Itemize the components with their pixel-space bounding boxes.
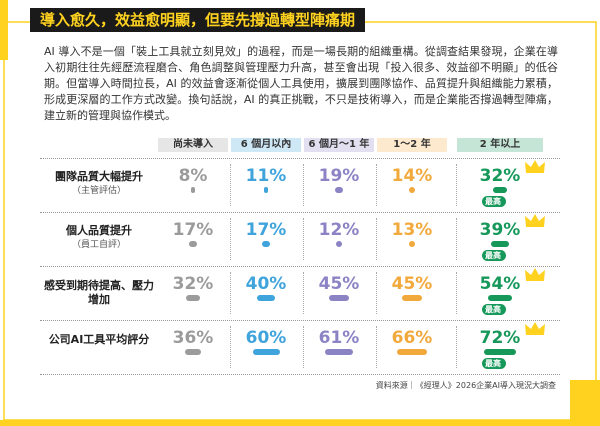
value-label: 36% (172, 328, 214, 348)
row-label-text: 感受到期待提高、壓力增加 (44, 279, 154, 306)
value-label: 40% (245, 274, 287, 294)
value-label: 17% (245, 220, 287, 240)
badge: 最高 (482, 358, 506, 369)
column-divider (376, 326, 377, 368)
column-header: 6 個月以內 (231, 138, 301, 152)
value-bar (185, 295, 201, 301)
value-bar (409, 241, 415, 247)
badge: 最高 (482, 304, 506, 315)
column-header: 1～2 年 (377, 138, 447, 152)
value-label: 45% (318, 274, 360, 294)
column-header: 尚未導入 (158, 138, 228, 152)
row-label-text: 團隊品質大幅提升 (55, 170, 143, 183)
row-separator (40, 212, 560, 213)
value-bar (491, 241, 509, 247)
value-label: 45% (391, 274, 433, 294)
column-divider (456, 218, 457, 260)
row-label: 公司AI工具平均評分 (40, 333, 158, 347)
column-divider (456, 326, 457, 368)
value-bar (487, 295, 513, 301)
column-divider (230, 326, 231, 368)
value-bar (401, 295, 423, 301)
value-bar (325, 349, 353, 355)
row-label-text: 公司AI工具平均評分 (48, 333, 150, 346)
value-label: 54% (479, 274, 521, 294)
row-separator (40, 320, 560, 321)
row-label: 團隊品質大幅提升 （主管評估） (40, 170, 158, 198)
source: 資料來源｜《經理人》2026企業AI導入現況大調查 (375, 381, 556, 390)
value-label: 32% (172, 274, 214, 294)
value-label: 19% (318, 166, 360, 186)
value-label: 60% (245, 328, 287, 348)
row-note: （主管評估） (71, 186, 126, 196)
value-bar (189, 241, 197, 247)
badge: 最高 (482, 250, 506, 261)
crown (525, 268, 545, 281)
value-label: 39% (479, 220, 521, 240)
row-label-text: 個人品質提升 (66, 224, 132, 237)
value-bar (328, 295, 350, 301)
value-bar (252, 349, 280, 355)
value-bar (184, 349, 202, 355)
column-divider (303, 326, 304, 368)
column-divider (376, 164, 377, 206)
badge: 最高 (482, 196, 506, 207)
title: 導入愈久，效益愈明顯，但要先撐過轉型陣痛期 (30, 8, 366, 32)
row-separator (40, 374, 560, 375)
column-divider (230, 272, 231, 314)
column-divider (456, 164, 457, 206)
value-bar (262, 241, 270, 247)
row-label: 個人品質提升 （員工自評） (40, 224, 158, 252)
row-separator (40, 158, 560, 159)
column-divider (456, 272, 457, 314)
crown (525, 160, 545, 173)
column-divider (230, 164, 231, 206)
column-divider (376, 218, 377, 260)
value-label: 61% (318, 328, 360, 348)
value-label: 17% (172, 220, 214, 240)
value-label: 11% (245, 166, 287, 186)
value-bar (492, 187, 508, 193)
intro: AI 導入不是一個「裝上工具就立刻見效」的過程，而是一場長期的組織重構。從調查結… (44, 45, 558, 122)
value-bar (483, 349, 517, 355)
value-label: 14% (391, 166, 433, 186)
value-label: 12% (318, 220, 360, 240)
row-separator (40, 266, 560, 267)
row-label: 感受到期待提高、壓力增加 (40, 279, 158, 307)
value-label: 8% (178, 166, 208, 186)
row-note: （員工自評） (71, 240, 126, 250)
value-bar (336, 241, 342, 247)
column-divider (376, 272, 377, 314)
value-bar (408, 187, 416, 193)
column-divider (303, 164, 304, 206)
value-bar (397, 349, 427, 355)
crown (525, 214, 545, 227)
value-bar (263, 187, 269, 193)
value-label: 72% (479, 328, 521, 348)
crown (525, 322, 545, 335)
value-bar (334, 187, 344, 193)
value-bar (257, 295, 275, 301)
column-divider (303, 218, 304, 260)
column-divider (303, 272, 304, 314)
column-header: 6 個月～1 年 (304, 138, 374, 152)
value-label: 13% (391, 220, 433, 240)
value-label: 32% (479, 166, 521, 186)
value-label: 66% (391, 328, 433, 348)
column-divider (230, 218, 231, 260)
column-header: 2 年以上 (457, 138, 543, 152)
value-bar (191, 187, 195, 193)
